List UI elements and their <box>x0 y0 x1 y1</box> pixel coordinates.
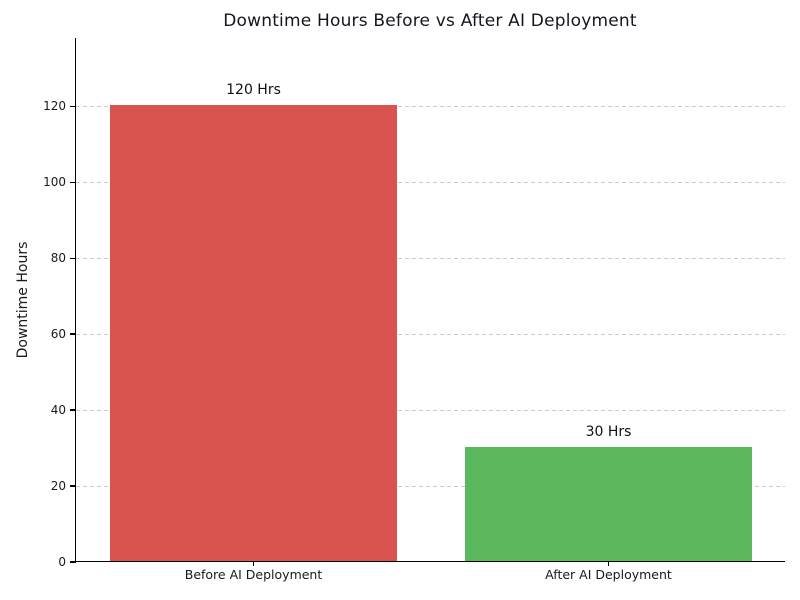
y-tick-mark <box>70 105 76 108</box>
x-tick-label-after-ai-deployment: After AI Deployment <box>545 567 672 582</box>
y-tick-mark <box>70 257 76 259</box>
bar-after-ai-deployment <box>464 447 753 561</box>
bar-before-ai-deployment <box>109 105 398 561</box>
y-tick-label: 60 <box>50 327 66 342</box>
y-tick-mark <box>70 561 76 563</box>
bar-value-label: 30 Hrs <box>585 424 632 441</box>
chart-title: Downtime Hours Before vs After AI Deploy… <box>223 11 637 31</box>
y-tick-label: 40 <box>50 403 66 418</box>
y-tick-label: 0 <box>58 555 66 569</box>
y-tick-mark <box>70 181 76 183</box>
y-tick-mark <box>70 485 76 487</box>
y-tick-label: 120 <box>43 99 66 114</box>
bar-value-label: 120 Hrs <box>226 82 281 99</box>
x-tick-mark <box>252 561 255 566</box>
y-tick-mark <box>70 409 76 411</box>
y-axis-label: Downtime Hours <box>15 241 31 359</box>
y-tick-label: 80 <box>50 251 66 266</box>
plot-area: 0 20 40 60 80 100 120 120 Hrs Before AI Deployme… <box>43 38 785 582</box>
x-tick-label-before-ai-deployment: Before AI Deployment <box>184 567 323 582</box>
y-tick-label: 100 <box>43 175 66 190</box>
y-tick-mark <box>70 333 76 335</box>
x-tick-mark <box>607 561 610 566</box>
y-tick-label: 20 <box>50 479 66 494</box>
